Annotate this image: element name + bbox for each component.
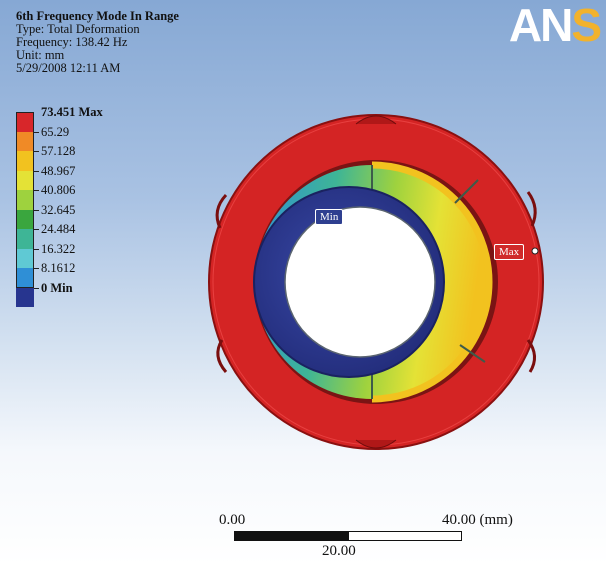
legend-tick — [34, 151, 39, 152]
scale-bar-filled — [235, 532, 349, 540]
legend-label: 48.967 — [41, 163, 76, 178]
result-date: 5/29/2008 12:11 AM — [16, 61, 121, 75]
legend-label: 0 Min — [41, 280, 73, 295]
scale-bar — [234, 531, 462, 541]
result-unit: Unit: mm — [16, 48, 65, 62]
legend-swatch — [16, 268, 34, 288]
legend-swatch — [16, 151, 34, 171]
ring-notch — [526, 339, 536, 373]
legend-label: 16.322 — [41, 241, 76, 256]
ansys-logo: ANS — [508, 0, 602, 51]
legend-swatch — [16, 229, 34, 249]
result-title: 6th Frequency Mode In Range — [16, 9, 179, 23]
legend-tick — [34, 229, 39, 230]
legend-tick — [34, 248, 39, 250]
legend-tick — [34, 170, 39, 172]
logo-accent: S — [571, 0, 602, 51]
legend-label: 32.645 — [41, 202, 76, 217]
result-type: Type: Total Deformation — [16, 22, 140, 36]
logo-text: AN — [508, 0, 573, 51]
legend-swatch — [16, 170, 34, 190]
scale-left-label: 0.00 — [219, 512, 246, 528]
legend-swatch — [16, 287, 34, 307]
legend-tick — [34, 190, 39, 191]
legend-swatch — [16, 131, 34, 151]
legend-label: 40.806 — [41, 183, 76, 197]
ring-notch — [526, 191, 537, 227]
ring-notch — [355, 115, 397, 125]
spoke — [459, 344, 486, 363]
legend-label: 24.484 — [41, 222, 76, 236]
spoke — [454, 179, 479, 204]
legend-swatch — [16, 190, 34, 210]
min-probe-label[interactable]: Min — [315, 209, 344, 225]
ring-notch — [215, 193, 228, 229]
ring-notch — [355, 439, 397, 449]
legend-swatch — [16, 112, 34, 132]
ring-notch — [216, 339, 228, 373]
legend-tick — [34, 268, 39, 269]
result-frequency: Frequency: 138.42 Hz — [16, 35, 128, 49]
max-probe-label[interactable]: Max — [494, 244, 525, 260]
legend-swatch — [16, 209, 34, 229]
scale-middle-label: 20.00 — [322, 543, 356, 559]
legend-tick — [34, 287, 39, 289]
max-probe-point — [531, 247, 539, 255]
min-probe-arrow — [345, 216, 352, 224]
result-info: 6th Frequency Mode In Range Type: Total … — [16, 10, 179, 75]
legend-tick — [34, 131, 39, 133]
center-hole — [284, 206, 436, 358]
legend-swatch — [16, 248, 34, 268]
legend-label: 57.128 — [41, 144, 76, 158]
legend-label: 8.1612 — [41, 261, 76, 275]
legend-label: 73.451 Max — [41, 105, 103, 119]
band-rim — [371, 161, 493, 403]
legend-tick — [34, 209, 39, 211]
legend-label: 65.29 — [41, 124, 70, 139]
scale-right-label: 40.00 (mm) — [442, 512, 513, 528]
